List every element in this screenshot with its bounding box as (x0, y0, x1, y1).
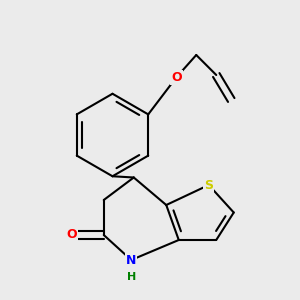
Text: S: S (204, 178, 213, 191)
Text: H: H (127, 272, 136, 283)
Text: N: N (126, 254, 136, 266)
Text: O: O (171, 71, 181, 84)
Text: O: O (66, 229, 76, 242)
